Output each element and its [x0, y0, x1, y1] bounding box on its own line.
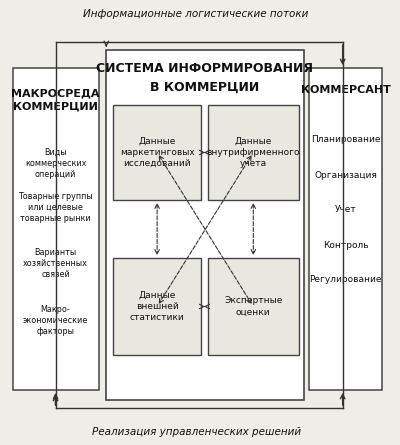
Text: Макро-
экономические
факторы: Макро- экономические факторы — [23, 305, 88, 336]
Text: Товарные группы
или целевые
товарные рынки: Товарные группы или целевые товарные рын… — [18, 192, 93, 223]
Text: МАКРОСРЕДА
КОММЕРЦИИ: МАКРОСРЕДА КОММЕРЦИИ — [11, 88, 100, 112]
Text: Планирование: Планирование — [311, 135, 380, 145]
Bar — [12, 68, 98, 390]
Text: Регулирование: Регулирование — [309, 275, 382, 284]
Text: Данные
внутрифирменного
учета: Данные внутрифирменного учета — [206, 137, 300, 168]
Text: КОММЕРСАНТ: КОММЕРСАНТ — [301, 85, 390, 95]
Bar — [106, 50, 304, 400]
Bar — [113, 105, 201, 200]
Text: Учет: Учет — [335, 206, 356, 214]
Text: Виды
коммерческих
операций: Виды коммерческих операций — [25, 148, 86, 179]
Text: СИСТЕМА ИНФОРМИРОВАНИЯ
В КОММЕРЦИИ: СИСТЕМА ИНФОРМИРОВАНИЯ В КОММЕРЦИИ — [96, 62, 314, 93]
Bar — [208, 258, 299, 355]
Text: Варианты
хозяйственных
связей: Варианты хозяйственных связей — [23, 248, 88, 279]
Bar — [113, 258, 201, 355]
Text: Контроль: Контроль — [323, 240, 368, 250]
Text: Данные
внешней
статистики: Данные внешней статистики — [130, 291, 184, 322]
Text: Данные
маркетинговых
исследований: Данные маркетинговых исследований — [120, 137, 194, 168]
Text: Экспертные
оценки: Экспертные оценки — [224, 296, 282, 316]
Bar — [208, 105, 299, 200]
Text: Реализация управленческих решений: Реализация управленческих решений — [92, 427, 301, 437]
Bar — [310, 68, 382, 390]
Text: Организация: Организация — [314, 170, 377, 179]
Text: Информационные логистические потоки: Информационные логистические потоки — [84, 9, 309, 19]
